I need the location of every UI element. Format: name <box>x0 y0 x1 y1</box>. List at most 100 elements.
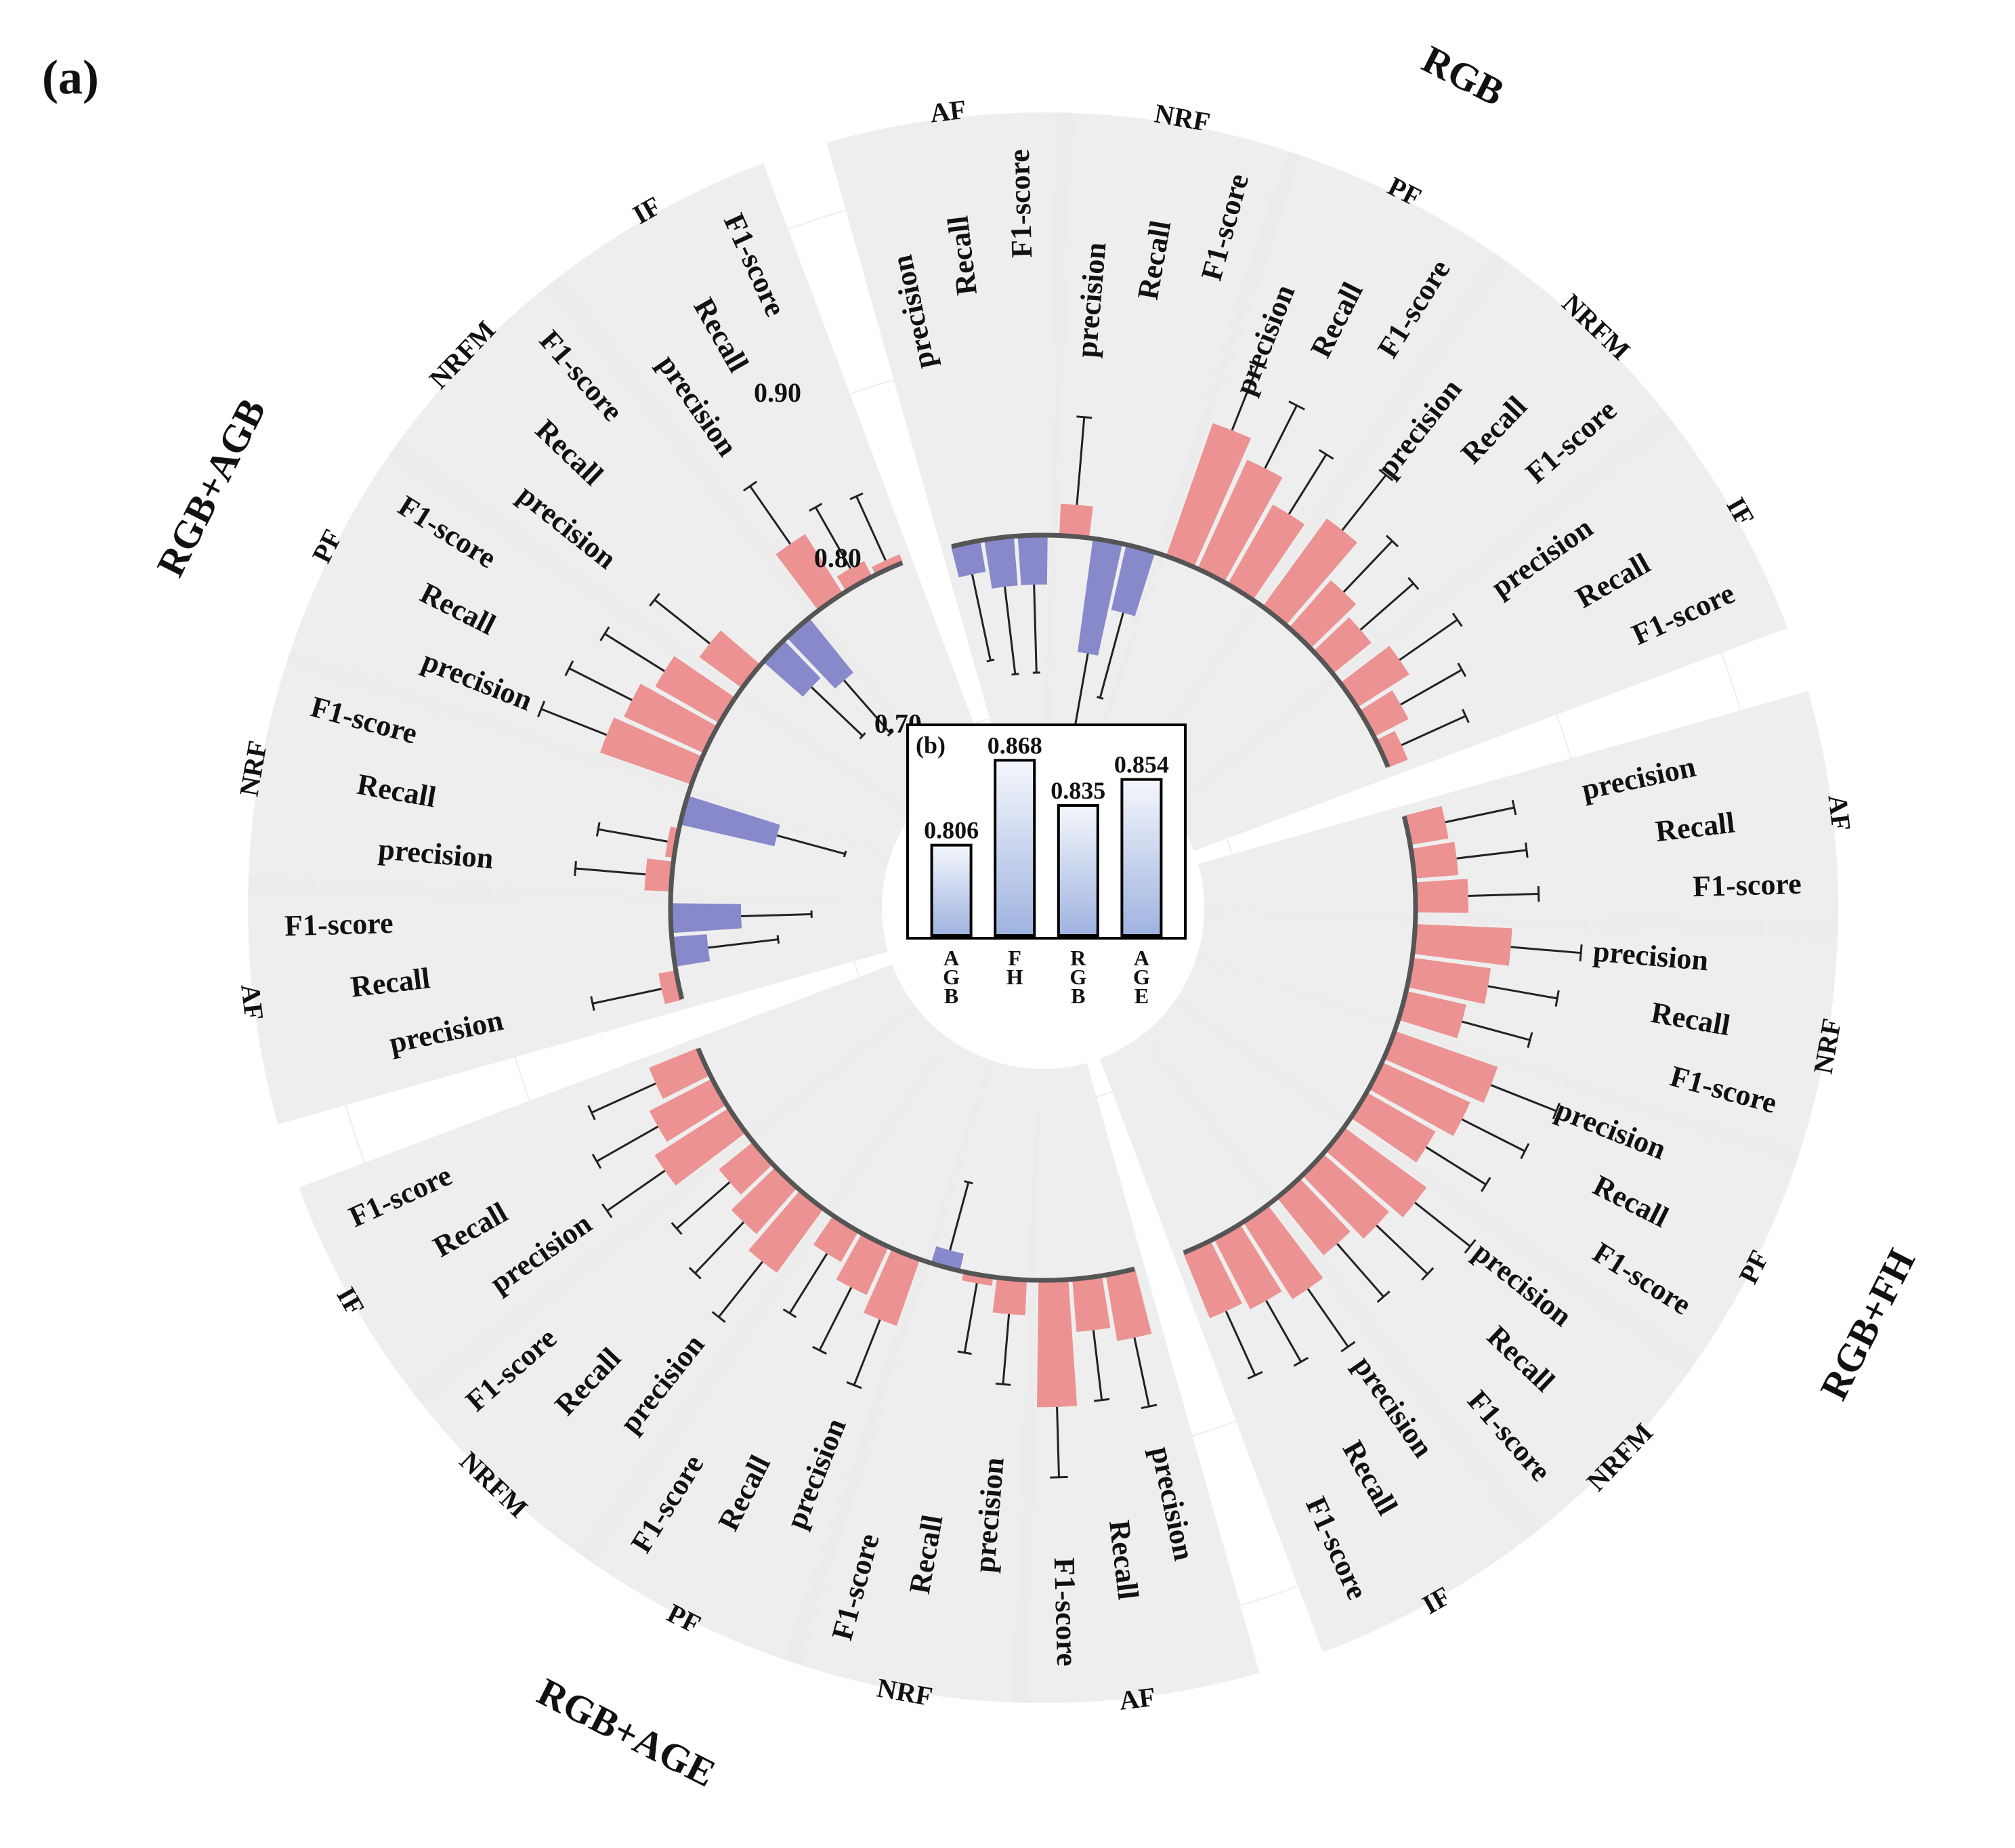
bar-recall <box>1368 1062 1470 1137</box>
error-bar <box>749 485 791 545</box>
metric-label: F1-score <box>284 906 394 942</box>
error-bar <box>596 1125 659 1162</box>
bar-f1-score <box>786 617 853 689</box>
radial-tick-label: 0.90 <box>754 377 801 408</box>
error-bar <box>949 1181 970 1251</box>
bar-recall <box>649 1078 727 1142</box>
bar-recall <box>1289 580 1357 649</box>
bar-precision <box>1166 423 1252 568</box>
error-bar <box>1359 583 1414 631</box>
error-bar <box>1004 586 1017 675</box>
error-bar <box>1264 404 1298 469</box>
class-background-sector <box>1174 957 1800 1373</box>
inset-category-label: A <box>1134 946 1149 970</box>
inset-category-label: B <box>1071 984 1085 1008</box>
bar-f1-score <box>1376 730 1408 768</box>
error-bar <box>676 1181 731 1230</box>
inset-category-label: G <box>1069 965 1086 989</box>
metric-label: F1-score <box>1002 149 1038 259</box>
inset-category-label: F <box>1008 946 1021 970</box>
error-bar-cap <box>782 1308 797 1318</box>
bar-f1-score <box>1227 504 1305 600</box>
error-bar-cap <box>1464 1238 1477 1254</box>
bar-precision <box>699 630 761 688</box>
error-bar-cap <box>599 626 610 642</box>
bar-recall <box>763 640 821 697</box>
error-bar <box>1462 1020 1531 1041</box>
error-bar-cap <box>1554 990 1560 1007</box>
class-background-sector <box>547 163 987 782</box>
class-background-sector <box>1141 999 1698 1540</box>
error-bar <box>1099 612 1124 698</box>
bar-precision <box>1263 518 1357 626</box>
error-bar-cap <box>995 1383 1011 1386</box>
error-bar-cap <box>1011 673 1019 676</box>
error-bar <box>776 834 845 856</box>
inset-category-label: R <box>1070 946 1086 970</box>
error-bar <box>575 867 646 876</box>
error-bar <box>592 988 662 1005</box>
baseline-arc <box>1183 816 1418 1255</box>
class-background-sector <box>1198 691 1838 939</box>
error-bar-cap <box>843 850 847 858</box>
grid-ring <box>494 358 1592 1457</box>
error-bar <box>788 1253 828 1314</box>
error-bar-cap <box>1094 1398 1110 1402</box>
bar-f1-score <box>649 1047 710 1099</box>
grid-ring <box>318 182 1768 1633</box>
panel-a-label: (a) <box>42 50 99 104</box>
metric-label: F1-score <box>1048 1557 1084 1667</box>
inset-category-label: E <box>1134 984 1149 1008</box>
error-bar <box>1400 669 1463 706</box>
error-bar <box>963 1283 978 1353</box>
class-background-sector <box>1099 1034 1540 1652</box>
error-bar-cap <box>1288 400 1305 411</box>
error-bar-cap <box>1527 1032 1533 1048</box>
error-bar <box>597 828 668 843</box>
error-bar-cap <box>1076 415 1093 419</box>
bar-f1-score <box>1313 617 1372 674</box>
inset-value-label: 0.806 <box>924 817 979 844</box>
error-bar-cap <box>1096 696 1104 700</box>
error-bar <box>818 1286 853 1351</box>
class-background-sector <box>784 1060 1040 1703</box>
error-bar <box>1445 806 1514 824</box>
error-bar <box>1231 364 1259 431</box>
error-bar <box>1002 1314 1011 1385</box>
bar-f1-score <box>1414 879 1468 913</box>
error-bar <box>708 938 778 949</box>
error-bar <box>855 495 887 561</box>
bar-recall <box>1078 538 1123 656</box>
error-bar <box>1468 893 1539 897</box>
inset-category-label: G <box>1133 965 1150 989</box>
bar-f1-score <box>1351 1092 1436 1162</box>
bar-f1-score <box>719 1141 773 1195</box>
error-bar-cap <box>649 593 660 607</box>
bar-recall <box>1214 1223 1282 1309</box>
class-background-sector <box>1169 411 1787 852</box>
error-bar <box>1414 1202 1471 1248</box>
bar-recall <box>836 1233 889 1295</box>
bar-precision <box>599 717 703 785</box>
class-background-sector <box>1092 150 1508 777</box>
bar-recall <box>984 536 1018 589</box>
bar-f1-score <box>679 795 780 847</box>
class-label: AF <box>929 94 968 129</box>
error-bar-cap <box>849 492 864 501</box>
radial-tick-label: 0.80 <box>814 543 862 573</box>
error-bar-cap <box>537 700 546 717</box>
error-bar-cap <box>711 1311 726 1323</box>
error-bar <box>853 1319 881 1386</box>
bar-precision <box>776 534 843 611</box>
error-bar <box>1076 417 1086 505</box>
error-bar-cap <box>809 503 823 512</box>
error-bar-cap <box>1141 1404 1158 1410</box>
error-bar-cap <box>671 1222 683 1236</box>
class-label: AF <box>1822 793 1857 833</box>
bar-recall <box>1359 690 1409 737</box>
error-bar-cap <box>859 732 866 740</box>
class-background-sector <box>578 1038 994 1665</box>
bar-f1-score <box>872 554 904 575</box>
bar-f1-score <box>655 656 736 723</box>
